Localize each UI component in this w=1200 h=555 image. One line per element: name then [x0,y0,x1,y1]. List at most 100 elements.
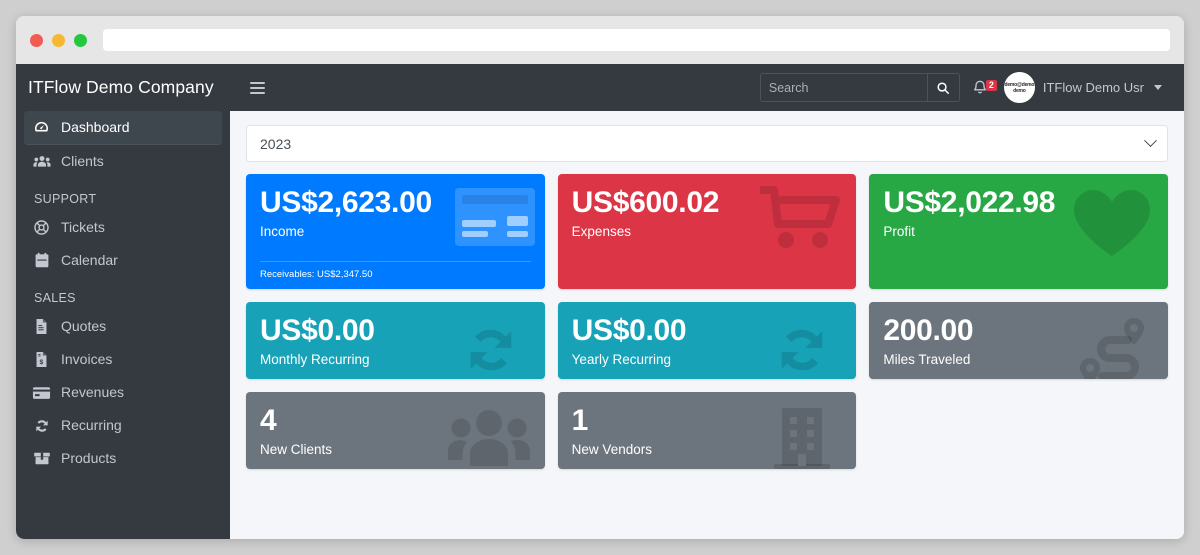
stat-card-monthly-recurring[interactable]: US$0.00 Monthly Recurring [246,302,545,379]
sidebar-item-label: Recurring [61,417,122,433]
user-menu[interactable]: demo@demo demo ITFlow Demo Usr [1000,72,1172,103]
credit-card-icon [32,383,51,402]
card-value: US$2,623.00 [260,186,432,219]
shopping-cart-icon [760,186,842,252]
invoice-card-icon [454,188,535,246]
stat-card-expenses[interactable]: US$600.02 Expenses [557,174,857,289]
card-label: Income [260,224,305,239]
card-footer: Receivables: US$2,347.50 [260,261,531,289]
card-value: US$0.00 [260,314,375,347]
brand-title[interactable]: ITFlow Demo Company [28,77,214,97]
sync-icon [770,318,834,379]
sync-icon [459,318,523,379]
notification-badge: 2 [985,80,997,91]
sidebar-item-calendar[interactable]: Calendar [24,244,222,277]
card-body: 4 New Clients [246,392,545,469]
avatar-line1: demo@demo [1004,81,1035,88]
card-label: Yearly Recurring [571,352,671,367]
stat-card-income[interactable]: US$2,623.00 Income [246,174,545,289]
card-body: 200.00 Miles Traveled [869,302,1168,379]
sidebar-item-label: Invoices [61,351,113,367]
sidebar-item-label: Quotes [61,318,107,334]
card-value: 200.00 [883,314,974,347]
stat-card-profit[interactable]: US$2,022.98 Profit [869,174,1169,289]
chevron-down-icon [1144,134,1157,148]
notifications-button[interactable]: 2 [960,79,1000,96]
stat-card-new-clients[interactable]: 4 New Clients [246,392,545,469]
sidebar-item-invoices[interactable]: $ Invoices [24,343,222,376]
sidebar-section-sales: SALES [34,291,76,305]
hamburger-icon[interactable] [242,75,276,101]
file-quote-icon [32,317,51,336]
address-bar[interactable] [103,29,1170,51]
browser-viewport: ITFlow Demo Company Dashboard [16,64,1184,539]
sidebar-item-recurring[interactable]: Recurring [24,409,222,442]
card-label: Monthly Recurring [260,352,370,367]
sidebar-item-dashboard[interactable]: Dashboard [24,111,222,145]
stat-card-yearly-recurring[interactable]: US$0.00 Yearly Recurring [557,302,857,379]
card-value: US$0.00 [571,314,687,347]
card-body: US$2,623.00 Income [246,174,545,251]
maximize-window-button[interactable] [74,33,87,47]
browser-chrome [16,16,1184,64]
stat-card-row: 4 New Clients [246,392,1168,469]
building-icon [774,406,831,469]
file-invoice-dollar-icon: $ [32,350,51,369]
minimize-window-button[interactable] [52,33,65,47]
card-body: US$0.00 Monthly Recurring [246,302,545,379]
card-label: New Vendors [571,442,652,457]
card-body: US$0.00 Yearly Recurring [558,302,857,379]
window-controls [30,33,87,47]
card-label: New Clients [260,442,333,457]
topbar-right: 2 demo@demo demo ITFlow Demo Usr [960,72,1172,103]
content-column: 2 demo@demo demo ITFlow Demo Usr 202 [230,64,1184,539]
card-label: Miles Traveled [883,352,971,367]
box-icon [32,449,51,468]
stat-card-row: US$2,623.00 Income [246,174,1169,289]
route-icon [1072,316,1154,379]
main-content: 2023 US$2,623.00 Income [230,111,1184,539]
sidebar-section-support: SUPPORT [34,192,97,206]
card-value: 1 [571,404,589,437]
card-label: Expenses [571,224,631,239]
lifebuoy-icon [32,218,51,237]
avatar: demo@demo demo [1003,72,1035,103]
avatar-line2: demo [1013,87,1026,94]
sidebar-item-tickets[interactable]: Tickets [24,211,222,244]
row-spacer [869,392,1168,469]
card-value: 4 [260,404,277,437]
stat-card-new-vendors[interactable]: 1 New Vendors [557,392,857,469]
card-value: US$2,022.98 [883,186,1056,219]
stat-card-miles-traveled[interactable]: 200.00 Miles Traveled [869,302,1169,379]
sidebar-item-label: Clients [61,153,104,169]
year-filter-select[interactable]: 2023 [246,125,1168,162]
sidebar-nav: Dashboard Clients [16,111,230,475]
year-filter-value: 2023 [260,135,292,152]
search-button[interactable] [926,74,959,101]
card-body: US$600.02 Expenses [558,174,857,251]
sidebar: ITFlow Demo Company Dashboard [16,64,230,539]
card-body: 1 New Vendors [558,392,857,469]
users-icon [32,152,51,171]
user-name: ITFlow Demo Usr [1042,80,1144,95]
bell-icon [973,80,986,94]
sidebar-item-label: Dashboard [61,119,130,135]
sidebar-item-products[interactable]: Products [24,442,222,475]
topbar: 2 demo@demo demo ITFlow Demo Usr [230,64,1184,111]
search-input[interactable] [760,74,927,101]
sidebar-item-clients[interactable]: Clients [24,145,222,178]
sidebar-item-revenues[interactable]: Revenues [24,376,222,409]
sync-icon [32,416,51,435]
sidebar-item-quotes[interactable]: Quotes [24,310,222,343]
svg-text:$: $ [39,359,43,366]
calendar-icon [32,251,51,270]
sidebar-item-label: Products [61,450,117,466]
chevron-down-icon [1154,85,1162,90]
browser-window: ITFlow Demo Company Dashboard [16,16,1184,539]
sidebar-item-label: Revenues [61,384,125,400]
card-value: US$600.02 [571,186,720,219]
close-window-button[interactable] [30,33,43,47]
card-body: US$2,022.98 Profit [869,174,1168,251]
sidebar-item-label: Calendar [61,252,118,268]
heart-icon [1072,188,1152,258]
